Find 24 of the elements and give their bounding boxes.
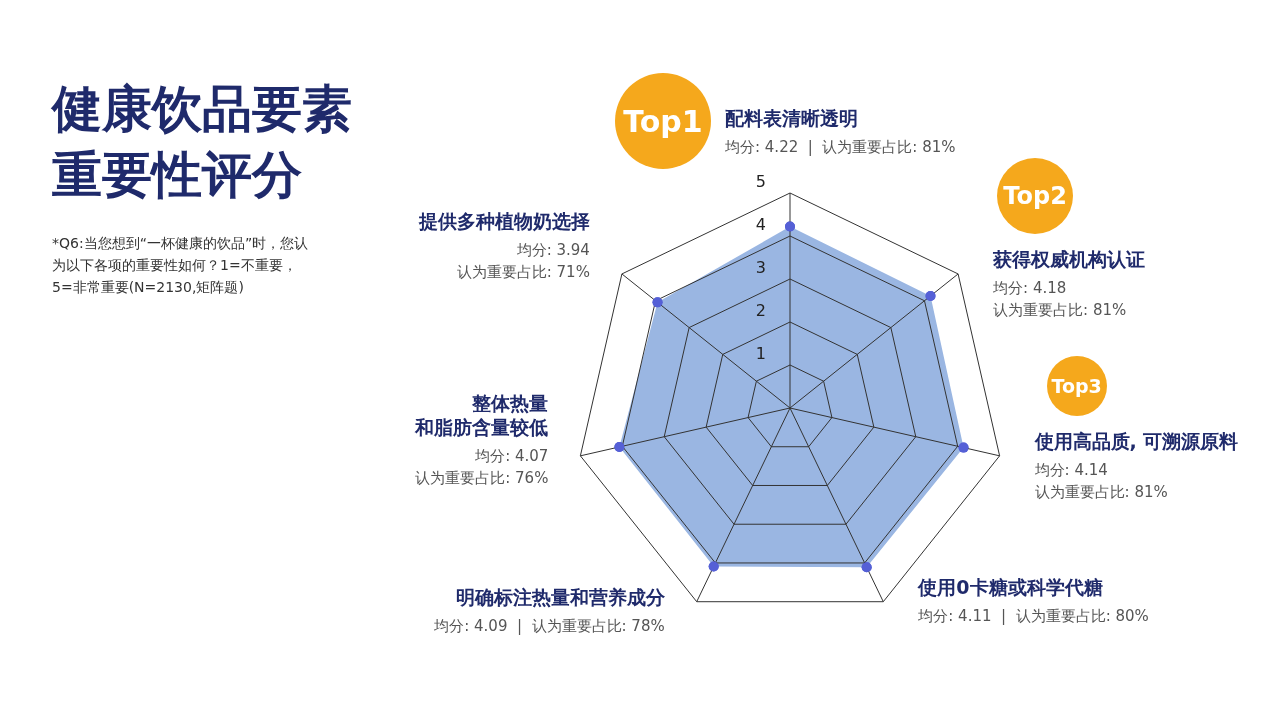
y-tick-label: 1 — [755, 344, 766, 364]
spoke-label: 明确标注热量和营养成分 — [455, 586, 666, 609]
y-tick-label: 2 — [755, 301, 766, 321]
text: 均分: 4.18 认为重要占比: 81% — [993, 279, 1127, 320]
spoke-label: 使用0卡糖或科学代糖 — [917, 576, 1103, 599]
text: Top2 — [1003, 181, 1067, 210]
chart-title: 健康饮品要素重要性评分 — [52, 79, 353, 206]
text: Top1 — [623, 103, 703, 139]
spoke-label: 整体热量和脂肪含量较低 — [414, 392, 549, 439]
spoke-label: 获得权威机构认证 — [992, 248, 1146, 271]
text: 均分: 4.09 | 认为重要占比: 78% — [434, 617, 665, 636]
text: 均分: 4.07 认为重要占比: 76% — [415, 447, 549, 488]
y-tick-label: 5 — [755, 172, 766, 192]
y-tick-label: 3 — [755, 258, 766, 278]
text: 均分: 4.11 | 认为重要占比: 80% — [918, 607, 1149, 626]
spoke-label: 提供多种植物奶选择 — [417, 210, 590, 233]
text: Top3 — [1051, 374, 1102, 397]
spoke-label: 配料表清晰透明 — [725, 107, 858, 130]
y-tick-label: 4 — [755, 215, 766, 235]
text: *Q6:当您想到“一杯健康的饮品”时，您认为以下各项的重要性如何？1=不重要，5=非常重要(N=2130,矩阵题) — [52, 234, 310, 297]
text: 均分: 4.22 | 认为重要占比: 81% — [725, 138, 956, 157]
text: 均分: 4.14 认为重要占比: 81% — [1034, 461, 1168, 502]
text: 均分: 3.94 认为重要占比: 71% — [456, 241, 590, 282]
spoke-label: 使用高品质, 可溯源原料 — [1033, 430, 1239, 453]
